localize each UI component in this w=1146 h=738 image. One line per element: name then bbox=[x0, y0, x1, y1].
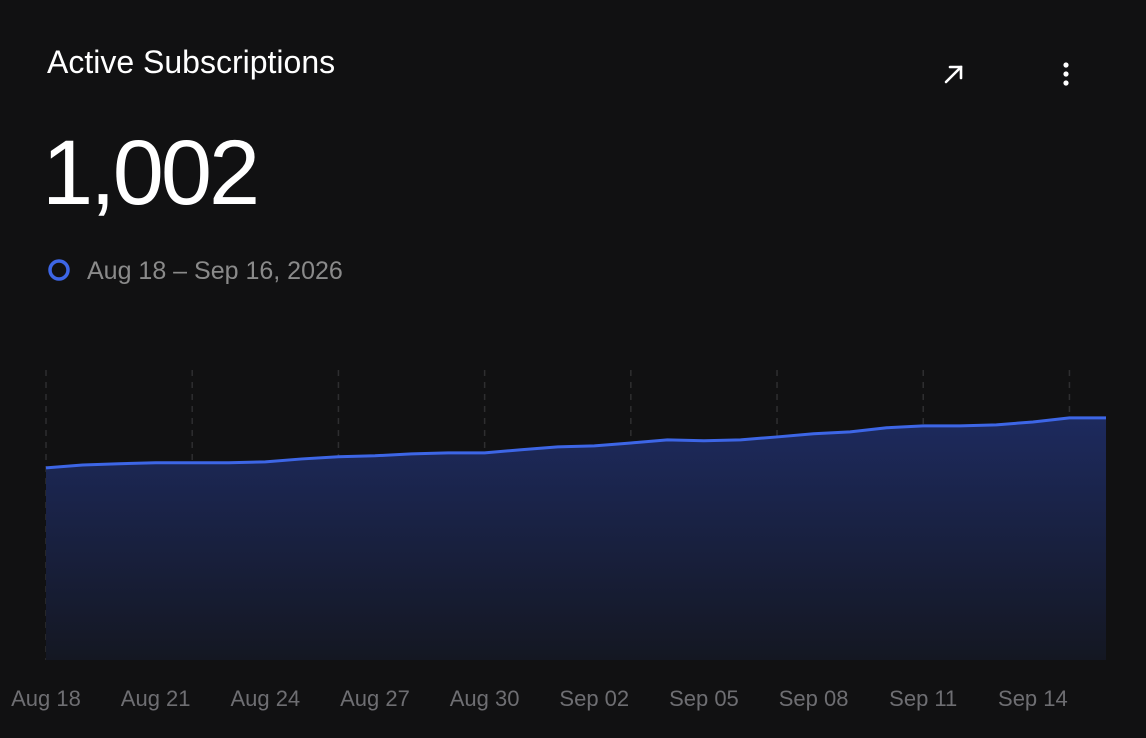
x-tick-label: Aug 30 bbox=[450, 686, 520, 711]
x-tick-label: Sep 05 bbox=[669, 686, 739, 711]
x-tick-label: Aug 24 bbox=[230, 686, 300, 711]
legend-label: Aug 18 – Sep 16, 2026 bbox=[87, 257, 343, 285]
x-tick-label: Aug 18 bbox=[11, 686, 81, 711]
x-tick-label: Aug 21 bbox=[121, 686, 191, 711]
expand-icon[interactable] bbox=[944, 65, 963, 84]
x-tick-label: Aug 27 bbox=[340, 686, 410, 711]
line bbox=[45, 416, 1106, 470]
x-tick-label: Sep 11 bbox=[889, 686, 957, 711]
card-title: Active Subscriptions bbox=[47, 44, 335, 80]
legend-marker bbox=[48, 259, 70, 281]
x-tick-label: Sep 08 bbox=[779, 686, 849, 711]
metric-value: 1,002 bbox=[42, 122, 257, 224]
x-tick-label: Sep 14 bbox=[998, 686, 1068, 711]
plot: Aug 18 Aug 21 Aug 24 Aug 27 Aug 30 Sep 02 Sep … bbox=[11, 370, 1106, 711]
more-menu-icon[interactable] bbox=[1063, 62, 1069, 86]
area-fill bbox=[46, 417, 1106, 660]
x-tick-label: Sep 02 bbox=[559, 686, 629, 711]
